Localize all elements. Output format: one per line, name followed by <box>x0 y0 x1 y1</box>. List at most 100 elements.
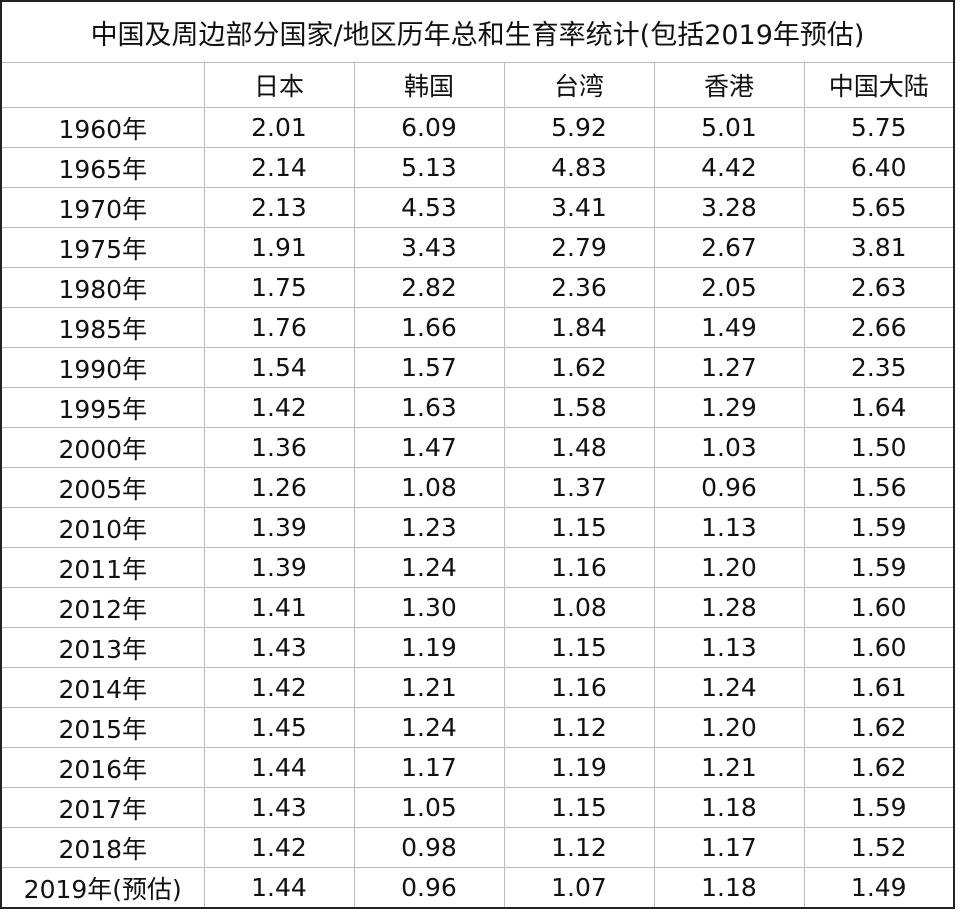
year-cell: 2015年 <box>0 707 205 748</box>
value-cell: 4.42 <box>653 147 805 188</box>
value-cell: 1.47 <box>353 427 505 468</box>
year-cell: 2018年 <box>0 827 205 868</box>
value-cell: 1.17 <box>353 747 505 788</box>
value-cell: 1.91 <box>203 227 355 268</box>
data-row: 2010年 1.39 1.23 1.15 1.13 1.59 <box>0 507 956 548</box>
value-cell: 6.09 <box>353 107 505 148</box>
data-row: 2015年 1.45 1.24 1.12 1.20 1.62 <box>0 707 956 748</box>
value-cell: 6.40 <box>803 147 956 188</box>
value-cell: 1.60 <box>803 627 956 668</box>
value-cell: 2.13 <box>203 187 355 228</box>
value-cell: 1.62 <box>803 747 956 788</box>
column-header: 日本 <box>203 62 355 108</box>
value-cell: 1.61 <box>803 667 956 708</box>
value-cell: 2.67 <box>653 227 805 268</box>
value-cell: 2.82 <box>353 267 505 308</box>
value-cell: 1.62 <box>803 707 956 748</box>
data-row: 1975年 1.91 3.43 2.79 2.67 3.81 <box>0 227 956 268</box>
value-cell: 3.43 <box>353 227 505 268</box>
year-cell: 2016年 <box>0 747 205 788</box>
data-row: 1965年 2.14 5.13 4.83 4.42 6.40 <box>0 147 956 188</box>
value-cell: 1.26 <box>203 467 355 508</box>
value-cell: 5.13 <box>353 147 505 188</box>
value-cell: 1.08 <box>503 587 655 628</box>
data-row: 2013年 1.43 1.19 1.15 1.13 1.60 <box>0 627 956 668</box>
table-title: 中国及周边部分国家/地区历年总和生育率统计(包括2019年预估) <box>0 0 956 63</box>
value-cell: 1.41 <box>203 587 355 628</box>
value-cell: 1.42 <box>203 667 355 708</box>
year-cell: 2010年 <box>0 507 205 548</box>
data-row: 2011年 1.39 1.24 1.16 1.20 1.59 <box>0 547 956 588</box>
data-row: 2017年 1.43 1.05 1.15 1.18 1.59 <box>0 787 956 828</box>
value-cell: 1.54 <box>203 347 355 388</box>
value-cell: 2.36 <box>503 267 655 308</box>
value-cell: 1.21 <box>353 667 505 708</box>
value-cell: 1.44 <box>203 867 355 909</box>
value-cell: 1.84 <box>503 307 655 348</box>
value-cell: 1.42 <box>203 387 355 428</box>
year-cell: 2017年 <box>0 787 205 828</box>
value-cell: 1.07 <box>503 867 655 909</box>
data-row: 2018年 1.42 0.98 1.12 1.17 1.52 <box>0 827 956 868</box>
value-cell: 1.39 <box>203 507 355 548</box>
title-row: 中国及周边部分国家/地区历年总和生育率统计(包括2019年预估) <box>0 0 956 63</box>
value-cell: 1.59 <box>803 507 956 548</box>
value-cell: 1.24 <box>353 547 505 588</box>
value-cell: 1.39 <box>203 547 355 588</box>
value-cell: 2.35 <box>803 347 956 388</box>
year-cell: 2005年 <box>0 467 205 508</box>
value-cell: 1.49 <box>653 307 805 348</box>
data-row: 2019年(预估) 1.44 0.96 1.07 1.18 1.49 <box>0 867 956 909</box>
data-row: 1985年 1.76 1.66 1.84 1.49 2.66 <box>0 307 956 348</box>
value-cell: 1.03 <box>653 427 805 468</box>
value-cell: 2.79 <box>503 227 655 268</box>
year-cell: 1990年 <box>0 347 205 388</box>
data-row: 1995年 1.42 1.63 1.58 1.29 1.64 <box>0 387 956 428</box>
year-cell: 1985年 <box>0 307 205 348</box>
value-cell: 5.65 <box>803 187 956 228</box>
value-cell: 1.45 <box>203 707 355 748</box>
year-cell: 1970年 <box>0 187 205 228</box>
value-cell: 1.12 <box>503 707 655 748</box>
value-cell: 1.43 <box>203 787 355 828</box>
year-cell: 1980年 <box>0 267 205 308</box>
value-cell: 3.41 <box>503 187 655 228</box>
value-cell: 2.01 <box>203 107 355 148</box>
value-cell: 1.15 <box>503 787 655 828</box>
value-cell: 1.15 <box>503 507 655 548</box>
value-cell: 1.08 <box>353 467 505 508</box>
value-cell: 5.75 <box>803 107 956 148</box>
year-cell: 2011年 <box>0 547 205 588</box>
value-cell: 1.28 <box>653 587 805 628</box>
value-cell: 2.05 <box>653 267 805 308</box>
value-cell: 4.53 <box>353 187 505 228</box>
value-cell: 1.37 <box>503 467 655 508</box>
year-cell: 2013年 <box>0 627 205 668</box>
column-header: 中国大陆 <box>803 62 956 108</box>
value-cell: 1.19 <box>503 747 655 788</box>
value-cell: 1.43 <box>203 627 355 668</box>
value-cell: 1.36 <box>203 427 355 468</box>
value-cell: 2.63 <box>803 267 956 308</box>
year-cell: 2012年 <box>0 587 205 628</box>
value-cell: 1.64 <box>803 387 956 428</box>
data-row: 2000年 1.36 1.47 1.48 1.03 1.50 <box>0 427 956 468</box>
value-cell: 1.58 <box>503 387 655 428</box>
value-cell: 1.12 <box>503 827 655 868</box>
value-cell: 2.66 <box>803 307 956 348</box>
value-cell: 1.30 <box>353 587 505 628</box>
year-cell: 1960年 <box>0 107 205 148</box>
year-cell: 2019年(预估) <box>0 867 205 909</box>
data-row: 1980年 1.75 2.82 2.36 2.05 2.63 <box>0 267 956 308</box>
year-cell: 2014年 <box>0 667 205 708</box>
data-row: 1970年 2.13 4.53 3.41 3.28 5.65 <box>0 187 956 228</box>
year-cell: 1995年 <box>0 387 205 428</box>
value-cell: 1.63 <box>353 387 505 428</box>
data-row: 1960年 2.01 6.09 5.92 5.01 5.75 <box>0 107 956 148</box>
value-cell: 1.57 <box>353 347 505 388</box>
value-cell: 1.13 <box>653 507 805 548</box>
year-cell: 2000年 <box>0 427 205 468</box>
value-cell: 3.81 <box>803 227 956 268</box>
